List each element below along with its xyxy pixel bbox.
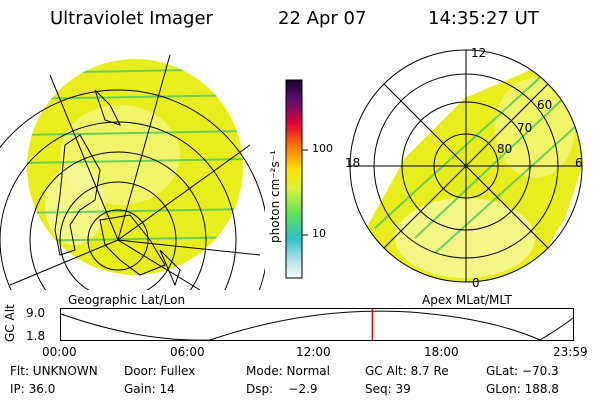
altitude-timeline: GC Alt 9.0 1.8	[0, 300, 600, 350]
dsp-field: Dsp: −2.9	[246, 382, 318, 396]
colorbar-graphic	[285, 79, 308, 279]
footer-row-2: IP: 36.0 Gain: 14 Dsp: −2.9 Seq: 39 GLon…	[0, 382, 600, 398]
gc-alt-field: GC Alt: 8.7 Re	[365, 364, 449, 378]
magnetic-map	[349, 49, 583, 283]
lat-label-70: 70	[517, 121, 533, 135]
timeline-xtick-1800: 18:00	[424, 345, 459, 359]
geographic-view	[0, 35, 269, 391]
mlt-label-6: 6	[575, 156, 583, 170]
geographic-map	[0, 54, 269, 391]
timeline-ylabel: GC Alt	[3, 304, 17, 342]
left-caption: Geographic Lat/Lon	[68, 293, 186, 307]
lat-label-60: 60	[537, 98, 553, 112]
ip-field: IP: 36.0	[10, 382, 56, 396]
door-field: Door: Fullex	[124, 364, 196, 378]
timeline-xtick-0000: 00:00	[42, 345, 77, 359]
mlt-label-12: 12	[471, 46, 487, 60]
timeline-ytick-9: 9.0	[26, 306, 46, 320]
colorbar-title: photon cm⁻²s⁻¹	[268, 150, 282, 243]
gain-field: Gain: 14	[124, 382, 175, 396]
flight-field: Flt: UNKNOWN	[10, 364, 98, 378]
timeline-ytick-1-8: 1.8	[26, 329, 46, 343]
colorbar-tick-10: 10	[312, 227, 326, 240]
magnetic-view: 12 18 6 0 60 70 80	[335, 38, 600, 293]
timeline-xtick-2359: 23:59	[553, 345, 588, 359]
time-label: 14:35:27 UT	[428, 8, 539, 29]
footer-row-1: Flt: UNKNOWN Door: Fullex Mode: Normal G…	[0, 364, 600, 380]
seq-field: Seq: 39	[365, 382, 411, 396]
mlt-label-0: 0	[472, 276, 480, 290]
mode-field: Mode: Normal	[246, 364, 330, 378]
timeline-xtick-1200: 12:00	[296, 345, 331, 359]
colorbar-tick-100: 100	[312, 142, 333, 155]
timeline-xtick-0600: 06:00	[170, 345, 205, 359]
glon-field: GLon: 188.8	[486, 382, 559, 396]
mlt-label-18: 18	[345, 156, 361, 170]
right-caption: Apex MLat/MLT	[422, 293, 512, 307]
imager-title: Ultraviolet Imager	[50, 8, 213, 29]
timeline-plot	[60, 308, 574, 341]
date-label: 22 Apr 07	[278, 8, 367, 29]
glat-field: GLat: −70.3	[486, 364, 559, 378]
lat-label-80: 80	[497, 142, 513, 156]
colorbar: 100 10 photon cm⁻²s⁻¹	[268, 78, 340, 283]
